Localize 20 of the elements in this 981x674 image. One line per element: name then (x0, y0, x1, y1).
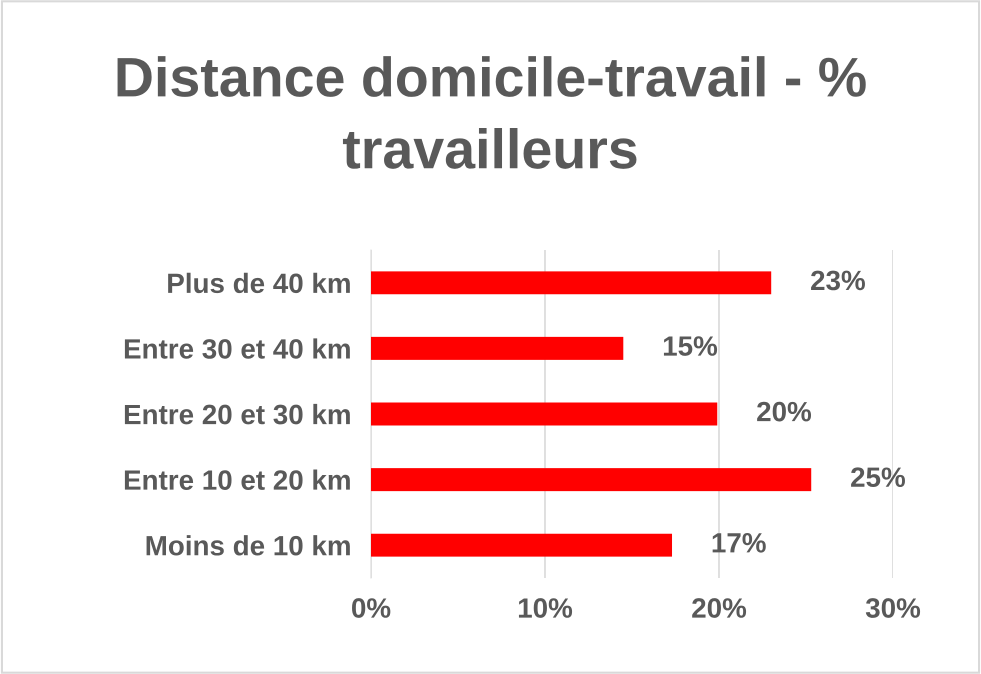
bar (371, 271, 772, 294)
y-tick-label: Moins de 10 km (146, 535, 350, 556)
bar (371, 468, 812, 492)
y-tick-label: Plus de 40 km (168, 272, 350, 294)
data-label: 23% (811, 270, 865, 290)
y-tick-label: Entre 20 et 30 km (124, 404, 350, 424)
chart-title: Distance domicile-travail - % travailleurs (118, 56, 866, 169)
data-label: 20% (757, 402, 812, 422)
x-tick-label: 0% (352, 598, 390, 618)
bar (371, 336, 624, 360)
x-tick-label: 20% (692, 598, 746, 618)
data-label: 15% (664, 336, 718, 356)
x-tick-label: 10% (518, 598, 572, 618)
y-tick-label: Entre 10 et 20 km (124, 470, 350, 490)
x-tick-label: 30% (866, 598, 920, 618)
bar (371, 402, 718, 426)
y-tick-label: Entre 30 et 40 km (124, 338, 350, 359)
data-label: 17% (712, 533, 766, 553)
bar (371, 534, 672, 557)
data-label: 25% (851, 467, 905, 488)
